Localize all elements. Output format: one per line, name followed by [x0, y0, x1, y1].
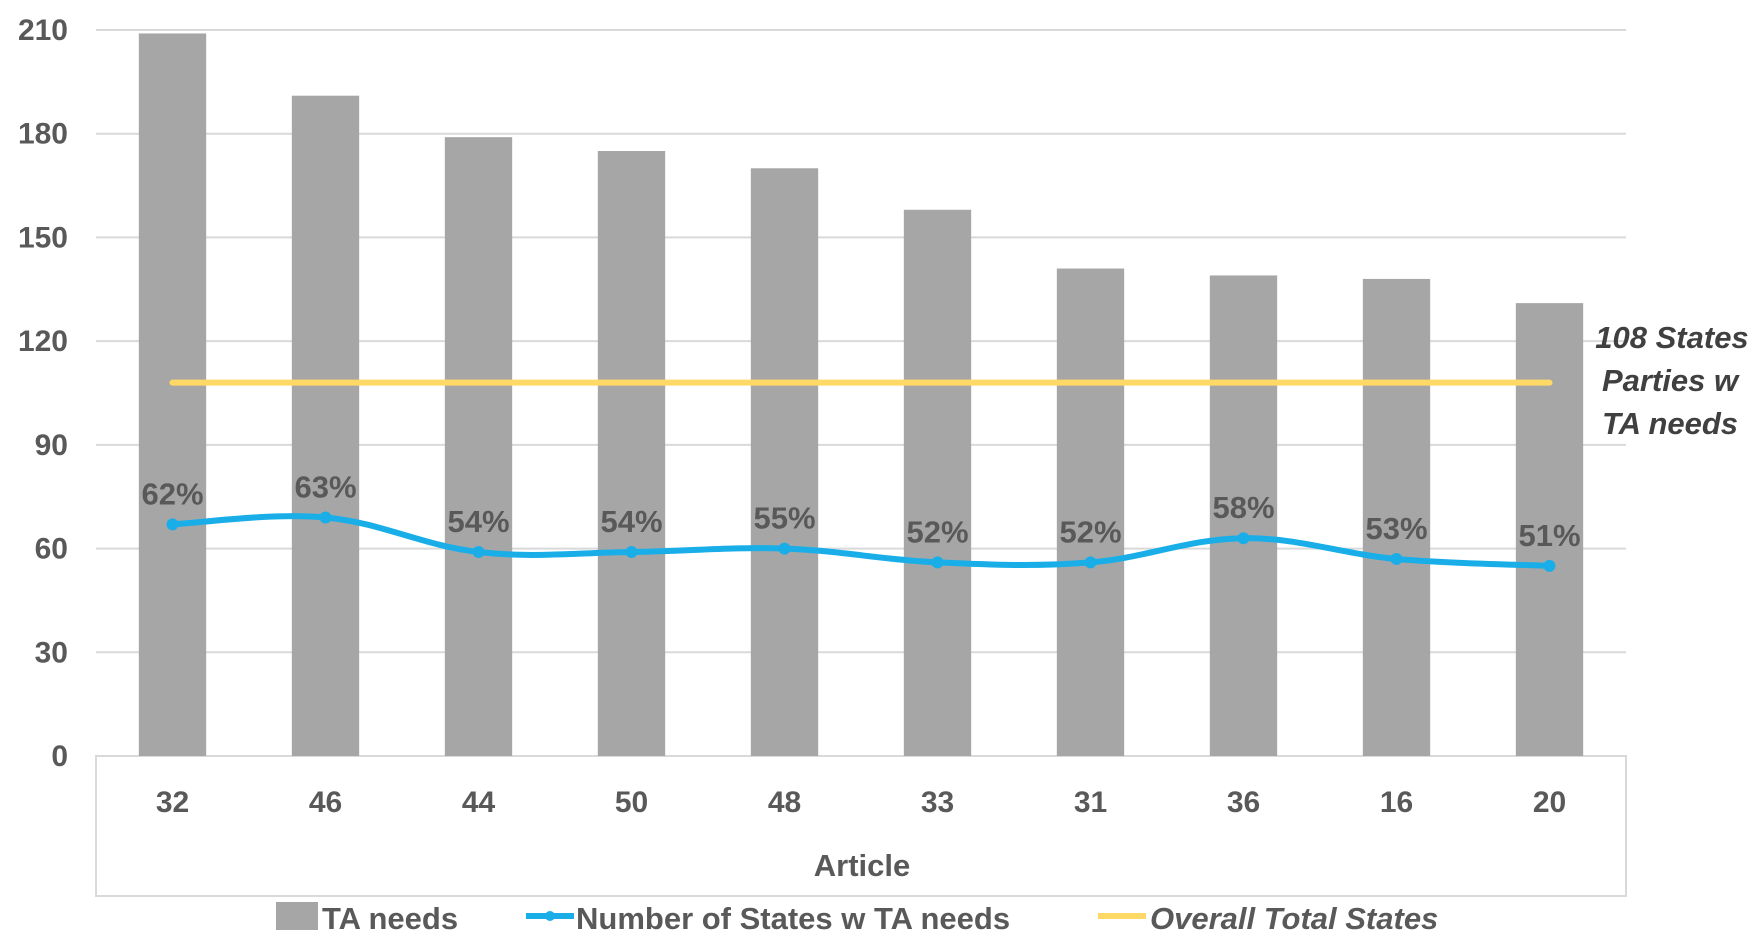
line-point	[1390, 552, 1403, 565]
bar	[444, 137, 513, 756]
bar	[1515, 303, 1584, 756]
line-point	[319, 511, 332, 524]
data-label: 51%	[1518, 518, 1580, 553]
bar	[138, 33, 207, 756]
line-point	[166, 518, 179, 531]
legend: TA needs Number of States w TA needs Ove…	[276, 901, 1438, 931]
data-labels: 62% 63% 54% 54% 55% 52% 52% 58% 53% 51%	[141, 469, 1580, 552]
y-tick-label: 150	[18, 221, 68, 254]
y-axis-ticks: 0 30 60 90 120 150 180 210	[18, 14, 68, 773]
legend-label-number-of-states: Number of States w TA needs	[576, 901, 1010, 931]
y-tick-label: 30	[35, 636, 68, 669]
x-tick-label: 46	[309, 786, 342, 819]
line-point	[625, 546, 638, 559]
legend-label-overall-total-states: Overall Total States	[1150, 901, 1438, 931]
data-label: 63%	[294, 469, 356, 504]
x-tick-label: 50	[615, 786, 648, 819]
x-tick-label: 32	[156, 786, 189, 819]
bar	[597, 151, 666, 756]
annotation-line-2: Parties w	[1602, 363, 1740, 398]
bar	[1056, 268, 1125, 756]
bar	[903, 209, 972, 756]
bar	[291, 95, 360, 756]
data-label: 55%	[753, 501, 815, 536]
line-point	[472, 546, 485, 559]
legend-swatch-ta-needs	[276, 902, 318, 930]
x-axis-ticks: 32 46 44 50 48 33 31 36 16 20	[156, 786, 1566, 819]
annotation-line-1: 108 States	[1595, 320, 1748, 355]
line-point	[778, 542, 791, 555]
data-label: 53%	[1365, 511, 1427, 546]
x-tick-label: 31	[1074, 786, 1107, 819]
x-axis-title: Article	[814, 848, 910, 883]
data-label: 62%	[141, 476, 203, 511]
legend-label-ta-needs: TA needs	[322, 901, 458, 931]
data-label: 58%	[1212, 490, 1274, 525]
data-label: 52%	[1059, 514, 1121, 549]
annotation-line-3: TA needs	[1602, 406, 1738, 441]
states-line-path	[172, 513, 1550, 569]
bar	[1209, 275, 1278, 756]
annotation-108-states: 108 States Parties w TA needs	[1595, 320, 1748, 441]
bar	[750, 168, 819, 757]
data-label: 54%	[600, 504, 662, 539]
x-tick-label: 20	[1533, 786, 1566, 819]
y-tick-label: 90	[35, 429, 68, 462]
y-tick-label: 120	[18, 325, 68, 358]
x-tick-label: 48	[768, 786, 801, 819]
line-point	[1543, 559, 1556, 572]
legend-swatch-number-of-states	[526, 911, 574, 921]
line-point	[1237, 532, 1250, 545]
x-tick-label: 44	[462, 786, 496, 819]
bar	[1362, 278, 1431, 756]
y-tick-label: 210	[18, 14, 68, 47]
y-tick-label: 0	[51, 740, 68, 773]
x-tick-label: 36	[1227, 786, 1260, 819]
x-axis-panel	[95, 755, 1627, 897]
x-tick-label: 16	[1380, 786, 1413, 819]
bar-series-ta-needs	[138, 33, 1584, 757]
data-label: 54%	[447, 504, 509, 539]
line-point	[931, 556, 944, 569]
y-tick-label: 180	[18, 118, 68, 151]
line-series-number-of-states	[166, 511, 1556, 572]
y-tick-label: 60	[35, 533, 68, 566]
x-tick-label: 33	[921, 786, 954, 819]
line-point	[1084, 556, 1097, 569]
data-label: 52%	[906, 514, 968, 549]
